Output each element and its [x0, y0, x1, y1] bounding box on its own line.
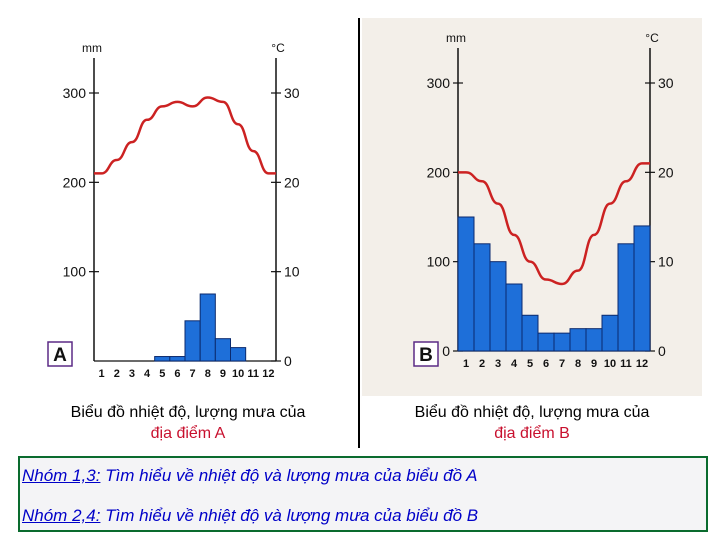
left-unit-label: mm	[446, 31, 466, 45]
left-tick-label: 100	[63, 264, 87, 280]
right-tick-label: 20	[658, 164, 674, 180]
rain-bar	[489, 261, 507, 352]
left-unit-label: mm	[82, 41, 102, 55]
task-2-group: Nhóm 2,4:	[22, 506, 101, 525]
caption-a: Biểu đồ nhiệt độ, lượng mưa của địa điểm…	[18, 402, 358, 444]
x-tick-label: 3	[495, 358, 501, 370]
rain-bar	[154, 356, 171, 362]
x-tick-label: 1	[463, 358, 469, 370]
x-tick-label: 3	[129, 368, 135, 380]
x-tick-label: 6	[174, 368, 180, 380]
left-tick-label: 300	[63, 85, 87, 101]
x-tick-label: 7	[559, 358, 565, 370]
right-tick-label: 0	[658, 343, 666, 359]
rain-bar	[184, 320, 201, 362]
x-tick-label: 9	[591, 358, 597, 370]
x-tick-label: 11	[247, 368, 259, 380]
caption-b-line1: Biểu đồ nhiệt độ, lượng mưa của	[414, 404, 650, 421]
chart-panel-a: mm °C 300 200 100 30 20 10 0 1 2 3 4 5 6 7 8 9 10 11 12 A	[18, 18, 358, 396]
panel-letter: A	[53, 345, 67, 366]
rain-bar	[230, 347, 247, 362]
rain-bar	[569, 328, 587, 352]
x-tick-label: 2	[479, 358, 485, 370]
right-tick-label: 10	[658, 254, 674, 270]
x-tick-label: 10	[232, 368, 244, 380]
rain-bar	[601, 314, 619, 352]
temperature-line	[457, 162, 650, 286]
rain-bar	[537, 332, 555, 352]
right-tick-label: 30	[658, 75, 674, 91]
rain-bar	[457, 216, 475, 352]
chart-panel-b: mm °C 300 200 100 0 30 20 10 0 1 2 3 4 5 6 7 8 9 10 11 12 B	[362, 18, 702, 396]
x-tick-label: 5	[159, 368, 165, 380]
x-tick-label: 4	[144, 368, 151, 380]
x-tick-label: 6	[543, 358, 549, 370]
right-unit-label: °C	[645, 31, 659, 45]
task-2-text: Tìm hiểu về nhiệt độ và lượng mưa của bi…	[100, 506, 479, 525]
rain-bar	[617, 243, 635, 352]
x-tick-label: 8	[575, 358, 581, 370]
rain-bar	[633, 225, 651, 352]
x-tick-label: 1	[99, 368, 105, 380]
rain-bar	[199, 293, 216, 362]
right-unit-label: °C	[271, 41, 285, 55]
rain-bar	[169, 356, 186, 362]
x-tick-label: 8	[205, 368, 211, 380]
task-2: Nhóm 2,4: Tìm hiểu về nhiệt độ và lượng …	[22, 506, 478, 526]
caption-b-line2: địa điểm B	[494, 425, 570, 442]
x-tick-label: 7	[190, 368, 196, 380]
rain-bar	[505, 283, 523, 352]
caption-a-line1: Biểu đồ nhiệt độ, lượng mưa của	[70, 404, 306, 421]
rain-bar	[521, 314, 539, 352]
right-tick-label: 0	[284, 353, 292, 369]
task-1: Nhóm 1,3: Tìm hiểu về nhiệt độ và lượng …	[22, 466, 478, 486]
left-tick-label: 300	[427, 75, 451, 91]
caption-b: Biểu đồ nhiệt độ, lượng mưa của địa điểm…	[362, 402, 702, 444]
rain-bar	[553, 332, 571, 352]
left-tick-label: 100	[427, 254, 451, 270]
caption-a-line2: địa điểm A	[150, 425, 226, 442]
right-tick-label: 20	[284, 174, 300, 190]
temperature-line	[94, 96, 276, 175]
panel-divider	[358, 18, 360, 448]
rain-bar	[585, 328, 603, 352]
x-tick-label: 10	[604, 358, 616, 370]
panel-letter: B	[419, 345, 433, 366]
right-tick-label: 30	[284, 85, 300, 101]
x-tick-label: 12	[636, 358, 648, 370]
left-tick-label: 200	[427, 164, 451, 180]
x-tick-label: 11	[620, 358, 632, 370]
task-box: Nhóm 1,3: Tìm hiểu về nhiệt độ và lượng …	[18, 456, 708, 532]
x-tick-label: 2	[114, 368, 120, 380]
left-tick-label: 200	[63, 174, 87, 190]
rain-bar	[473, 243, 491, 352]
rain-bar	[214, 338, 231, 362]
task-1-text: Tìm hiểu về nhiệt độ và lượng mưa của bi…	[100, 466, 478, 485]
x-tick-label: 5	[527, 358, 533, 370]
x-tick-label: 9	[220, 368, 226, 380]
x-tick-label: 4	[511, 358, 518, 370]
right-tick-label: 10	[284, 264, 300, 280]
x-tick-label: 12	[262, 368, 274, 380]
panel-letter-box	[47, 341, 73, 367]
task-1-group: Nhóm 1,3:	[22, 466, 101, 485]
left-tick-label: 0	[442, 343, 450, 359]
panel-letter-box	[413, 341, 439, 367]
